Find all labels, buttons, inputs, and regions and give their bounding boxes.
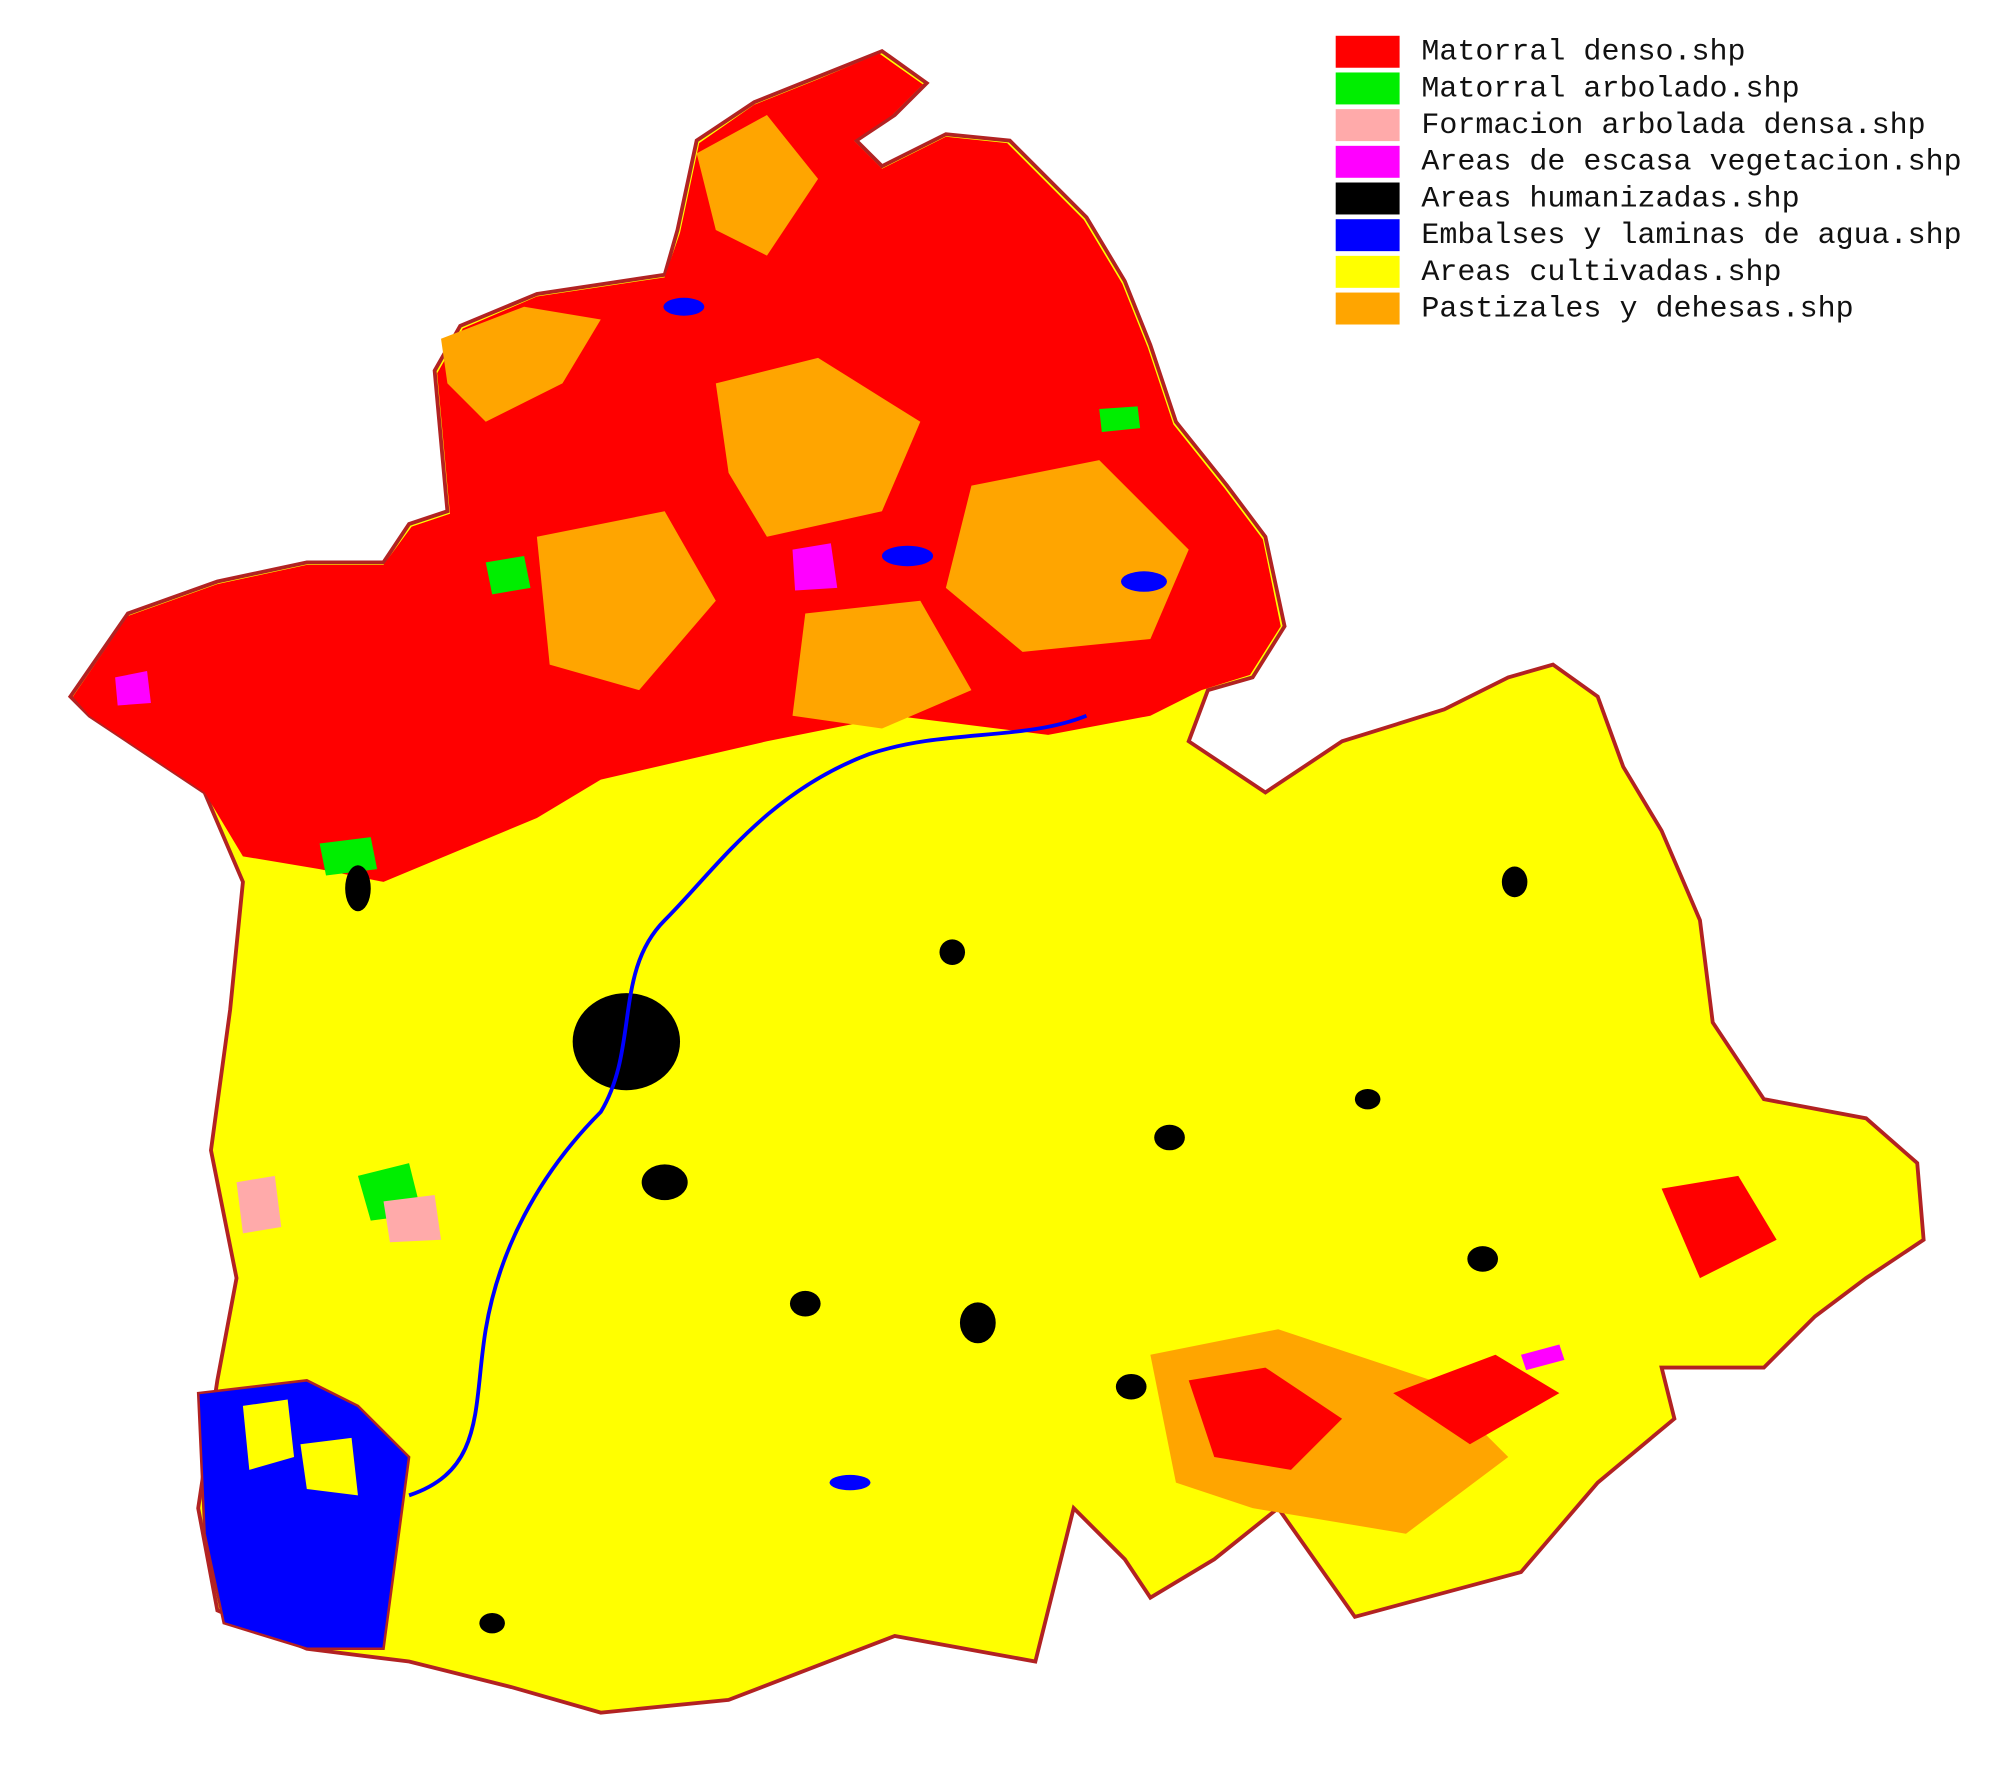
wooded-shrubland [1099,406,1141,432]
marsh-field [300,1437,358,1496]
reservoir [1120,571,1167,592]
pasture [696,115,819,256]
legend-label: Pastizales y dehesas.shp [1421,292,1853,326]
south-shrubland [1393,1354,1560,1445]
urban-area [572,993,681,1091]
legend-swatch [1335,219,1400,252]
sparse-vegetation [792,543,838,591]
urban-area [1354,1088,1381,1110]
urban-area [939,939,966,965]
legend-label: Areas de escasa vegetacion.shp [1421,146,1961,180]
urban-area [959,1302,996,1344]
legend-label: Formacion arbolada densa.shp [1421,109,1925,143]
urban-area [1467,1246,1499,1272]
legend-label: Matorral arbolado.shp [1421,72,1799,106]
map-shapes [67,48,1926,1715]
urban-area [479,1612,505,1634]
legend-swatch [1335,182,1400,215]
pasture [441,306,601,422]
wooded-shrubland [485,555,531,595]
urban-area [641,1164,688,1201]
legend-swatch [1335,109,1400,142]
river [408,713,1088,1498]
urban-area [1115,1373,1147,1400]
legend-swatch [1335,292,1400,325]
marsh-field [242,1399,295,1470]
reservoir [663,297,705,316]
reservoir [829,1474,871,1491]
sparse-vegetation [1521,1344,1565,1371]
legend-swatch [1335,72,1400,105]
pasture [792,600,972,729]
pasture [945,460,1189,652]
urban-area [1501,866,1528,898]
north-shrubland [72,53,1281,882]
legend-swatch [1335,35,1400,68]
reservoir [881,545,934,567]
urban-area [345,865,371,912]
pasture [715,357,921,537]
south-shrubland [1661,1175,1777,1279]
urban-area [1154,1124,1185,1151]
pasture [536,511,716,691]
legend-label: Areas cultivadas.shp [1421,256,1781,290]
sparse-vegetation [115,671,151,706]
dense-woodland [383,1195,442,1243]
legend-label: Embalses y laminas de agua.shp [1421,219,1961,253]
legend-label: Areas humanizadas.shp [1421,182,1799,216]
legend-swatch [1335,255,1400,288]
legend-label: Matorral denso.shp [1421,36,1745,70]
dense-woodland [236,1175,282,1234]
urban-area [789,1290,821,1317]
legend-swatch [1335,145,1400,178]
wooded-shrubland [319,837,378,876]
